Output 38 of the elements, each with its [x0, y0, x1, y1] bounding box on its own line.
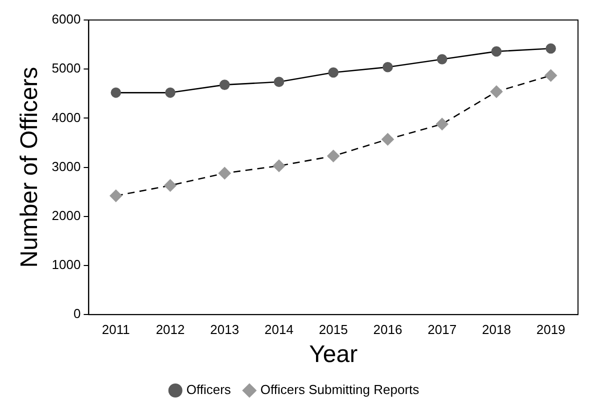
- x-tick-label: 2014: [264, 322, 294, 337]
- x-tick-label: 2017: [428, 322, 457, 337]
- x-tick-label: 2019: [536, 322, 566, 337]
- x-tick-label: 2013: [210, 322, 240, 337]
- point: [436, 118, 448, 130]
- point: [272, 160, 286, 172]
- y-axis-title: Number of Officers: [16, 66, 44, 268]
- point: [274, 76, 284, 88]
- point: [328, 67, 339, 78]
- x-tick-label: 2016: [373, 322, 402, 337]
- y-tick-label: 1000: [52, 257, 81, 272]
- x-tick-label: 2018: [482, 322, 511, 337]
- point: [382, 133, 394, 146]
- point: [165, 88, 176, 98]
- point: [218, 167, 231, 180]
- point: [327, 150, 340, 162]
- point: [491, 46, 502, 57]
- point: [110, 88, 122, 98]
- x-axis-title: Year: [309, 341, 358, 368]
- point: [436, 54, 448, 64]
- point: [490, 86, 503, 98]
- legend-label: Officers: [186, 382, 232, 398]
- legend-label: Officers Submitting Reports: [260, 382, 420, 398]
- y-tick-label: 4000: [52, 110, 81, 125]
- x-tick-label: 2015: [318, 322, 348, 337]
- point: [110, 190, 122, 202]
- y-tick-label: 2000: [52, 208, 81, 223]
- y-tick-label: 5000: [52, 60, 81, 76]
- y-tick-label: 3000: [52, 158, 81, 174]
- point: [382, 62, 393, 72]
- x-tick-label: 2012: [156, 322, 185, 337]
- x-tick-label: 2011: [102, 322, 130, 337]
- point: [164, 179, 176, 192]
- y-tick-label: 0: [73, 306, 81, 322]
- y-tick-label: 6000: [52, 12, 81, 27]
- point: [219, 80, 230, 90]
- point: [546, 43, 556, 54]
- point: [544, 69, 557, 82]
